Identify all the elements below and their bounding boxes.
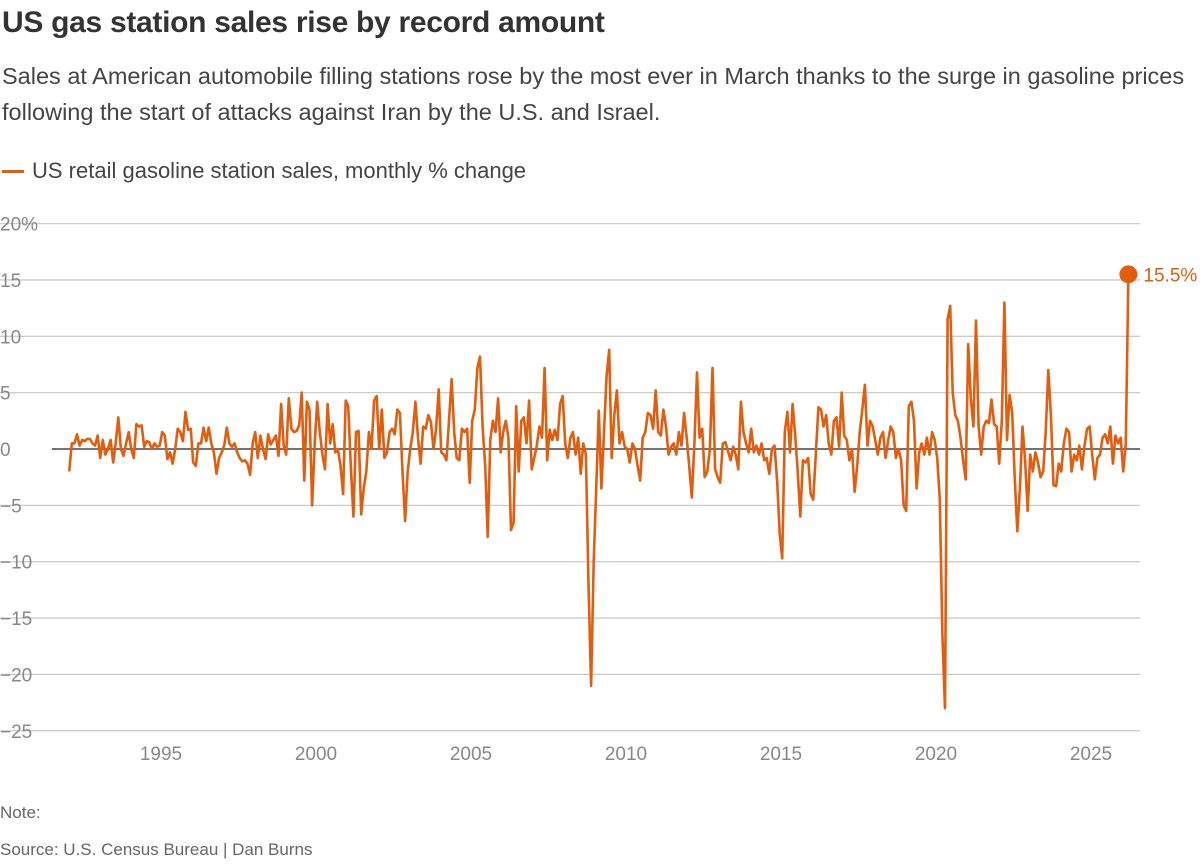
y-tick-label: 5 xyxy=(0,384,11,405)
last-point-marker xyxy=(1119,265,1138,284)
y-tick-label: −25 xyxy=(0,722,32,743)
x-tick-label: 2015 xyxy=(760,744,802,765)
x-tick-label: 2010 xyxy=(605,744,647,765)
legend-swatch xyxy=(2,169,24,173)
x-tick-label: 2025 xyxy=(1070,744,1112,765)
data-label: 15.5% xyxy=(1143,265,1197,286)
y-tick-label: 20% xyxy=(0,215,38,236)
footnote: Note: xyxy=(0,803,41,822)
chart-title: US gas station sales rise by record amou… xyxy=(2,6,605,39)
legend: US retail gasoline station sales, monthl… xyxy=(2,158,526,184)
x-tick-label: 2000 xyxy=(295,744,337,765)
x-tick-label: 1995 xyxy=(140,744,182,765)
y-tick-label: −10 xyxy=(0,553,32,574)
source-credit: Source: U.S. Census Bureau | Dan Burns xyxy=(0,840,313,859)
legend-label: US retail gasoline station sales, monthl… xyxy=(32,158,527,183)
y-tick-label: −20 xyxy=(0,665,32,686)
x-tick-label: 2005 xyxy=(450,744,492,765)
y-tick-label: −15 xyxy=(0,609,32,630)
y-tick-label: 10 xyxy=(0,327,21,348)
y-tick-label: −5 xyxy=(0,496,22,517)
y-tick-label: 15 xyxy=(0,271,21,292)
x-tick-label: 2020 xyxy=(915,744,957,765)
y-tick-label: 0 xyxy=(0,440,11,461)
chart-subtitle: Sales at American automobile filling sta… xyxy=(2,63,1185,125)
series-line xyxy=(67,274,1130,710)
